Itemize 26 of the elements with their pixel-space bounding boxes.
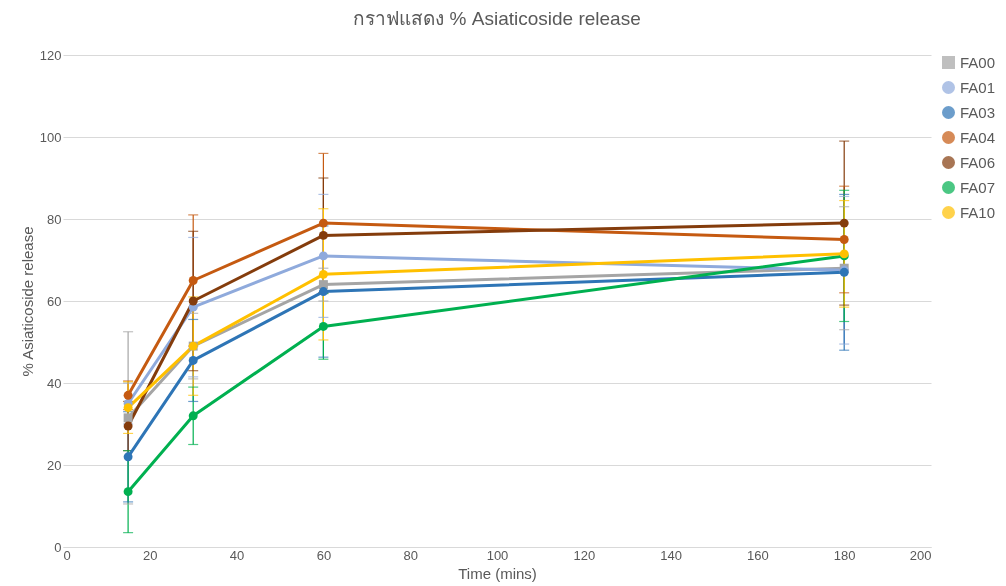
legend-label: FA04 [960,128,996,146]
x-tick-label: 20 [143,547,158,563]
legend-label: FA01 [960,78,996,96]
x-tick-label: 60 [316,547,332,563]
legend-label: FA00 [960,53,996,71]
x-tick-label: 200 [909,547,932,563]
x-tick-label: 80 [403,547,418,563]
y-tick-label: 100 [39,129,62,145]
x-tick-label: 120 [573,547,596,563]
y-axis-title: % Asiaticoside release [18,226,36,377]
x-axis-title: Time (mins) [458,564,537,582]
x-tick-label: 140 [660,547,682,563]
legend-label: FA06 [960,153,996,171]
legend-label: FA10 [960,203,996,221]
x-tick-label: 180 [833,547,856,563]
legend-label: FA07 [960,178,996,196]
legend-label: FA03 [960,103,996,121]
x-tick-label: 40 [229,547,245,563]
x-tick-label: 100 [486,547,509,563]
y-tick-label: 40 [47,375,62,391]
y-tick-label: 80 [47,211,62,227]
y-tick-label: 20 [47,457,62,473]
y-tick-label: 60 [47,293,62,309]
chart-title: กราฟแสดง % Asiaticoside release [353,8,641,29]
x-tick-label: 160 [747,547,769,563]
y-tick-label: 120 [39,47,62,63]
